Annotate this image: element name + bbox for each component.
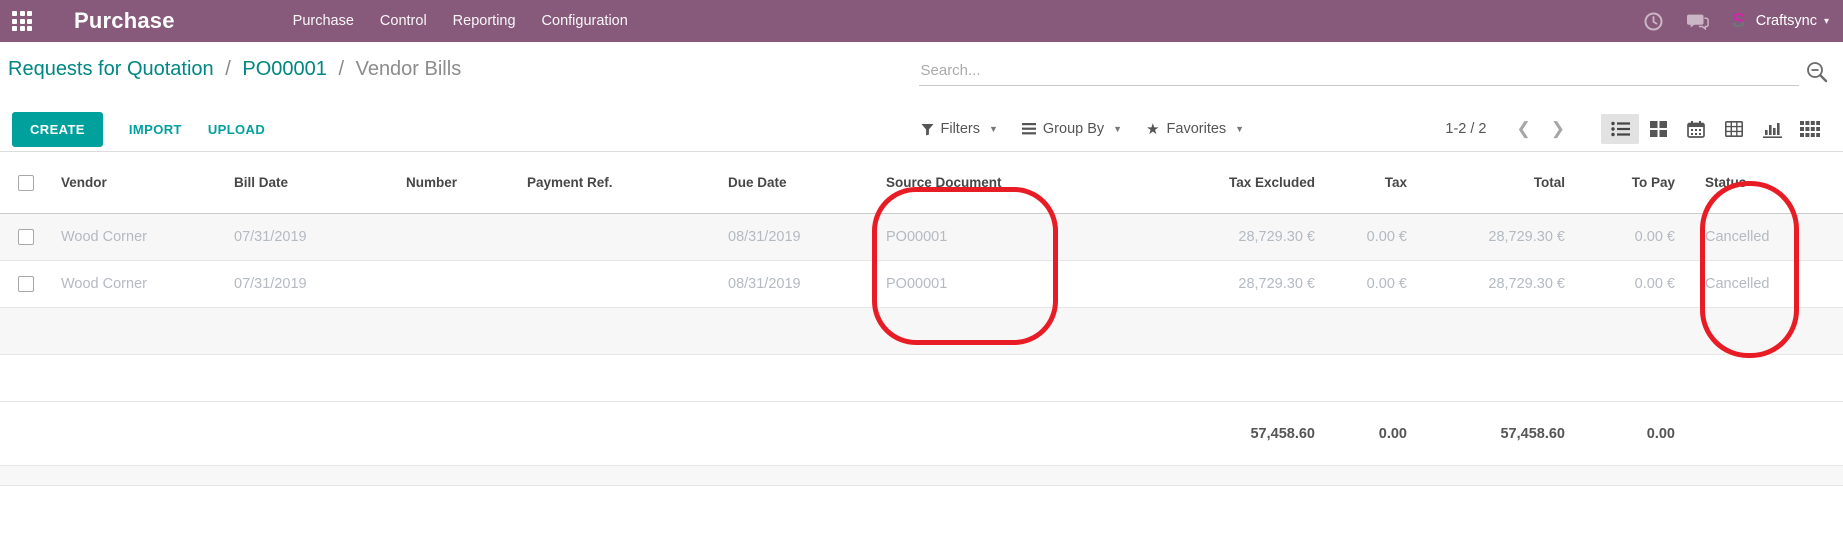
app-title: Purchase bbox=[74, 8, 175, 33]
empty-filler-row bbox=[0, 354, 1843, 402]
chevron-down-icon: ▾ bbox=[1823, 15, 1829, 27]
chevron-down-icon: ▼ bbox=[988, 124, 998, 134]
cell-tax: 0.00 € bbox=[1327, 260, 1419, 308]
cell-payment-ref bbox=[517, 213, 718, 261]
select-all-checkbox[interactable] bbox=[17, 174, 34, 191]
table-row[interactable]: Wood Corner 07/31/2019 08/31/2019 PO0000… bbox=[0, 213, 1843, 261]
graph-view-icon[interactable] bbox=[1753, 114, 1791, 144]
cell-due-date: 08/31/2019 bbox=[718, 213, 876, 261]
breadcrumb: Requests for Quotation / PO00001 / Vendo… bbox=[8, 58, 461, 81]
import-button[interactable]: IMPORT bbox=[128, 121, 182, 137]
empty-filler-row bbox=[0, 307, 1843, 355]
upload-button[interactable]: UPLOAD bbox=[207, 121, 266, 137]
column-header-payment-ref[interactable]: Payment Ref. bbox=[517, 151, 718, 214]
calendar-view-icon[interactable] bbox=[1677, 114, 1715, 144]
column-header-source-document[interactable]: Source Document bbox=[876, 151, 1077, 214]
column-header-status[interactable]: Status bbox=[1687, 151, 1843, 214]
cell-vendor: Wood Corner bbox=[51, 213, 224, 261]
pager-previous-button[interactable]: ❮ bbox=[1507, 119, 1541, 139]
row-checkbox[interactable] bbox=[17, 229, 34, 246]
column-header-tax[interactable]: Tax bbox=[1327, 151, 1419, 214]
create-button[interactable]: CREATE bbox=[12, 111, 103, 147]
kanban-view-icon[interactable] bbox=[1639, 114, 1677, 144]
column-header-tax-excluded[interactable]: Tax Excluded bbox=[1077, 151, 1327, 214]
breadcrumb-separator: / bbox=[338, 58, 345, 80]
column-header-bill-date[interactable]: Bill Date bbox=[224, 151, 396, 214]
search-box bbox=[918, 58, 1830, 86]
empty-filler-row bbox=[0, 465, 1843, 486]
cell-status: Cancelled bbox=[1687, 260, 1843, 308]
view-switcher bbox=[1601, 114, 1829, 144]
cell-bill-date: 07/31/2019 bbox=[224, 260, 396, 308]
breadcrumb-requests-for-quotation[interactable]: Requests for Quotation bbox=[8, 58, 214, 80]
cell-number bbox=[396, 213, 517, 261]
company-logo: S bbox=[1731, 10, 1749, 32]
menu-item-configuration[interactable]: Configuration bbox=[541, 13, 628, 29]
cell-tax-excluded: 28,729.30 € bbox=[1077, 213, 1327, 261]
cell-source-document: PO00001 bbox=[876, 213, 1077, 261]
column-header-number[interactable]: Number bbox=[396, 151, 517, 214]
user-name: Craftsync bbox=[1755, 13, 1817, 29]
user-menu[interactable]: S Craftsync ▾ bbox=[1731, 10, 1829, 32]
footer-total-total: 57,458.60 bbox=[1419, 401, 1577, 466]
footer-total-tax: 0.00 bbox=[1327, 401, 1419, 466]
breadcrumb-separator: / bbox=[225, 58, 231, 80]
filter-funnel-icon bbox=[921, 123, 934, 136]
chevron-down-icon: ▼ bbox=[1113, 124, 1123, 134]
column-header-due-date[interactable]: Due Date bbox=[718, 151, 876, 214]
main-menu: Purchase Control Reporting Configuration bbox=[293, 13, 628, 29]
row-checkbox[interactable] bbox=[17, 276, 34, 293]
cell-total: 28,729.30 € bbox=[1419, 213, 1577, 261]
pager-next-button[interactable]: ❯ bbox=[1541, 119, 1575, 139]
search-input[interactable] bbox=[918, 58, 1799, 86]
select-all-checkbox-cell bbox=[0, 151, 51, 214]
cell-total: 28,729.30 € bbox=[1419, 260, 1577, 308]
group-by-dropdown[interactable]: Group By ▼ bbox=[1021, 121, 1123, 137]
cell-status: Cancelled bbox=[1687, 213, 1843, 261]
cell-payment-ref bbox=[517, 260, 718, 308]
top-navbar: Purchase Purchase Control Reporting Conf… bbox=[0, 0, 1843, 42]
pivot-view-icon[interactable] bbox=[1715, 114, 1753, 144]
star-icon: ★ bbox=[1146, 121, 1160, 138]
menu-item-control[interactable]: Control bbox=[379, 13, 427, 29]
favorites-dropdown[interactable]: ★ Favorites ▼ bbox=[1146, 121, 1245, 138]
breadcrumb-po00001[interactable]: PO00001 bbox=[242, 58, 327, 80]
group-by-bars-icon bbox=[1021, 123, 1036, 135]
filters-dropdown[interactable]: Filters ▼ bbox=[921, 121, 998, 137]
messages-chat-icon[interactable] bbox=[1686, 10, 1709, 32]
cell-due-date: 08/31/2019 bbox=[718, 260, 876, 308]
cell-bill-date: 07/31/2019 bbox=[224, 213, 396, 261]
menu-item-reporting[interactable]: Reporting bbox=[452, 13, 516, 29]
footer-total-to-pay: 0.00 bbox=[1577, 401, 1687, 466]
cell-vendor: Wood Corner bbox=[51, 260, 224, 308]
control-panel: Requests for Quotation / PO00001 / Vendo… bbox=[0, 42, 1843, 151]
column-header-total[interactable]: Total bbox=[1419, 151, 1577, 214]
menu-item-purchase[interactable]: Purchase bbox=[292, 13, 354, 29]
list-view-icon[interactable] bbox=[1601, 114, 1639, 144]
table-header-row: Vendor Bill Date Number Payment Ref. Due… bbox=[0, 151, 1843, 214]
cell-to-pay: 0.00 € bbox=[1577, 260, 1687, 308]
footer-total-tax-excluded: 57,458.60 bbox=[1077, 401, 1327, 466]
breadcrumb-current-vendor-bills: Vendor Bills bbox=[355, 58, 462, 80]
cell-tax-excluded: 28,729.30 € bbox=[1077, 260, 1327, 308]
chevron-down-icon: ▼ bbox=[1235, 124, 1245, 134]
cell-to-pay: 0.00 € bbox=[1577, 213, 1687, 261]
cell-source-document: PO00001 bbox=[876, 260, 1077, 308]
apps-grid-icon[interactable] bbox=[12, 11, 32, 31]
table-row[interactable]: Wood Corner 07/31/2019 08/31/2019 PO0000… bbox=[0, 260, 1843, 308]
column-header-vendor[interactable]: Vendor bbox=[51, 151, 224, 214]
svg-text:S: S bbox=[1732, 10, 1745, 32]
totals-footer-row: 57,458.60 0.00 57,458.60 0.00 bbox=[0, 401, 1843, 466]
activity-view-icon[interactable] bbox=[1791, 114, 1829, 144]
zoom-out-search-icon[interactable] bbox=[1805, 60, 1829, 84]
activities-clock-icon[interactable] bbox=[1643, 10, 1665, 32]
pager-range: 1-2 / 2 bbox=[1445, 121, 1487, 137]
vendor-bills-table: Vendor Bill Date Number Payment Ref. Due… bbox=[0, 151, 1843, 486]
cell-tax: 0.00 € bbox=[1327, 213, 1419, 261]
cell-number bbox=[396, 260, 517, 308]
column-header-to-pay[interactable]: To Pay bbox=[1577, 151, 1687, 214]
